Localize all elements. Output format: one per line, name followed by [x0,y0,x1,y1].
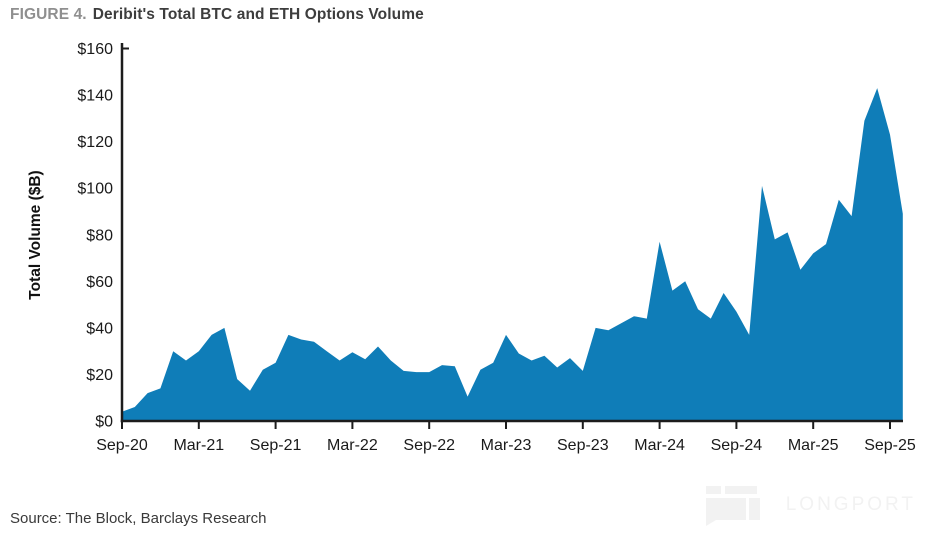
figure-title-text: Deribit's Total BTC and ETH Options Volu… [92,6,424,23]
x-tick-label: Sep-24 [711,437,763,454]
x-tick-label: Sep-21 [250,437,302,454]
source-note: Source: The Block, Barclays Research [10,510,267,527]
x-tick-label: Sep-23 [557,437,609,454]
x-tick-label: Mar-22 [327,437,378,454]
y-tick-label: $120 [77,134,113,151]
volume-area-series [122,88,903,421]
y-tick-label: $80 [86,227,113,244]
y-tick-label: $160 [77,41,113,58]
x-tick-label: Mar-25 [788,437,839,454]
x-tick-label: Sep-22 [403,437,455,454]
longport-watermark-text: LONGPORT [785,494,916,515]
x-tick-label: Sep-20 [96,437,148,454]
x-tick-label: Mar-24 [634,437,685,454]
x-tick-label: Mar-21 [173,437,224,454]
y-tick-label: $60 [86,274,113,291]
y-tick-label: $40 [86,320,113,337]
longport-logo-icon [705,486,760,526]
x-tick-label: Sep-25 [864,437,916,454]
y-tick-label: $0 [95,414,113,431]
figure-title: FIGURE 4. Deribit's Total BTC and ETH Opt… [10,6,424,24]
longport-watermark: LONGPORT [705,484,916,526]
y-axis-title: Total Volume ($B) [27,170,44,299]
x-tick-label: Mar-23 [481,437,532,454]
y-tick-label: $140 [77,88,113,105]
figure-number-label: FIGURE 4. [10,6,87,23]
y-tick-label: $20 [86,367,113,384]
y-tick-label: $100 [77,181,113,198]
